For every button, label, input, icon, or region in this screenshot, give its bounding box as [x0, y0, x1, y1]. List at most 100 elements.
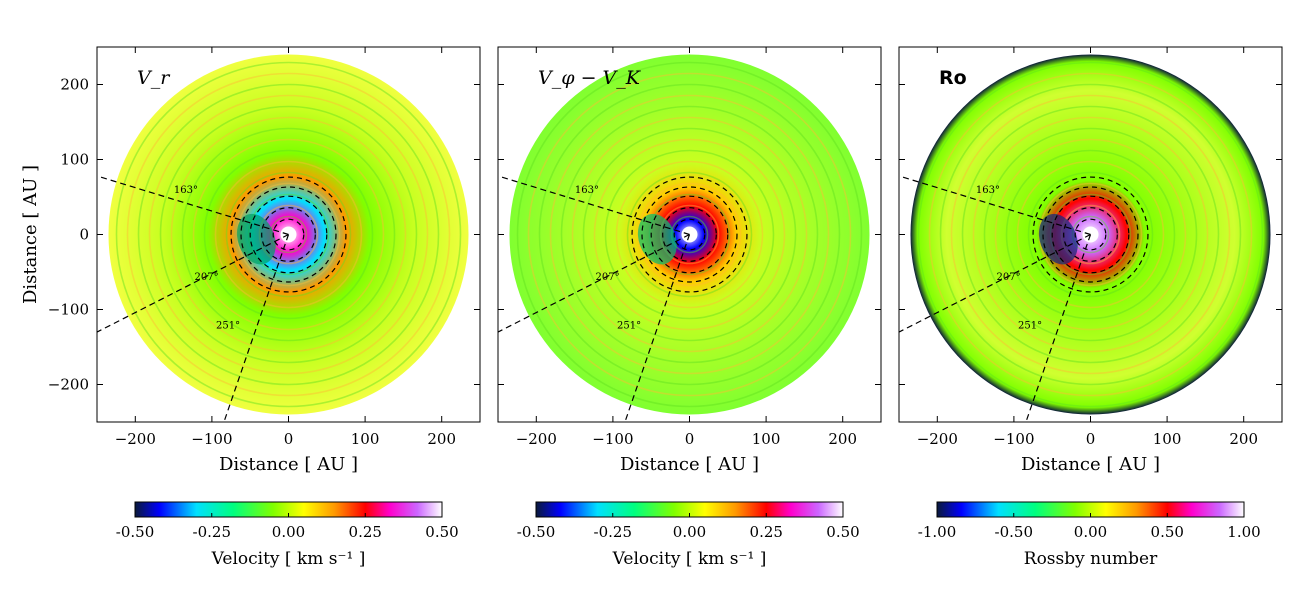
angle-line: [223, 234, 290, 422]
ring-texture: [181, 127, 396, 342]
angle-label: 207°: [596, 272, 620, 283]
ring-texture: [203, 149, 374, 320]
ring-texture: [917, 61, 1264, 408]
colorbar-tick-label: 0.25: [750, 523, 783, 541]
y-tick-label: −100: [48, 301, 89, 319]
colorbar-tick-label: 0.50: [425, 523, 458, 541]
ring-texture: [159, 105, 418, 364]
x-tick-label: 100: [752, 430, 781, 448]
colorbar-tick-label: 0.50: [1151, 523, 1184, 541]
angle-label: 163°: [174, 185, 198, 196]
x-tick-label: 100: [351, 430, 380, 448]
ring-texture: [560, 105, 819, 364]
x-tick-label: −200: [115, 430, 156, 448]
dashed-circle: [261, 207, 316, 262]
angle-line: [1025, 234, 1092, 422]
angle-label: 207°: [997, 272, 1021, 283]
x-tick-label: 100: [1153, 430, 1182, 448]
ring-texture: [939, 83, 1242, 386]
dashed-circle: [240, 186, 337, 283]
colorbar-tick-label: -0.50: [517, 523, 555, 541]
dashed-circle: [1051, 195, 1130, 274]
ring-texture: [214, 160, 363, 309]
dashed-circle: [1032, 176, 1149, 293]
ring-texture: [549, 94, 830, 375]
colorbar-tick-label: 0.00: [673, 523, 706, 541]
colorbar-tick-label: -0.25: [594, 523, 632, 541]
angle-line: [498, 233, 690, 333]
angle-label: 207°: [195, 272, 219, 283]
ring-texture: [516, 61, 863, 408]
x-tick-label: 200: [427, 430, 456, 448]
ring-texture: [604, 149, 775, 320]
colorbar-tick-label: -0.25: [193, 523, 231, 541]
ring-texture: [1027, 171, 1154, 298]
ring-texture: [961, 105, 1220, 364]
ring-texture: [538, 83, 841, 386]
x-tick-label: −100: [191, 430, 232, 448]
ring-texture: [582, 127, 797, 342]
ring-texture: [972, 116, 1209, 353]
panel-1: 163° 207° 251° −200 −100 0 100 200 200 100 0 −100 −2…: [48, 46, 481, 569]
ring-texture: [148, 94, 429, 375]
angle-label: 251°: [216, 321, 240, 332]
dashed-circle: [1074, 218, 1107, 251]
dashed-circle: [641, 186, 738, 283]
x-tick-label: −100: [993, 430, 1034, 448]
dashed-circle: [272, 218, 305, 251]
ring-texture: [126, 72, 451, 397]
ring-texture: [626, 171, 753, 298]
dashed-circle: [1063, 207, 1118, 262]
y-tick-label: −200: [48, 376, 89, 394]
dashed-circle: [249, 195, 328, 274]
colorbar-tick-label: -1.00: [918, 523, 956, 541]
x-tick-label: 200: [828, 430, 857, 448]
ring-texture: [225, 171, 352, 298]
x-axis-label: Distance [ AU ]: [620, 454, 759, 475]
angle-line: [624, 234, 691, 422]
x-axis-label: Distance [ AU ]: [219, 454, 358, 475]
x-tick-label: −100: [592, 430, 633, 448]
colorbar-tick-label: 0.00: [272, 523, 305, 541]
ring-texture: [928, 72, 1253, 397]
ring-texture: [170, 116, 407, 353]
ring-texture: [192, 138, 385, 331]
x-tick-label: 0: [1086, 430, 1096, 448]
angle-label: 251°: [1018, 321, 1042, 332]
colorbar-tick-label: 0.00: [1074, 523, 1107, 541]
ring-texture: [950, 94, 1231, 375]
angle-line: [899, 233, 1091, 333]
dashed-circle: [650, 195, 729, 274]
x-tick-label: 200: [1229, 430, 1258, 448]
panel-title: Ro: [939, 67, 967, 89]
colorbar-label: Velocity [ km s⁻¹ ]: [211, 549, 366, 569]
dashed-circle: [631, 176, 748, 293]
plot-area: 163° 207° 251°: [498, 54, 870, 422]
ring-texture: [527, 72, 852, 397]
colorbar-label: Velocity [ km s⁻¹ ]: [612, 549, 767, 569]
panel-title: V_φ − V_K: [538, 67, 642, 89]
colorbar-tick-label: 0.25: [349, 523, 382, 541]
vortex-feature: [1038, 213, 1078, 265]
x-tick-label: −200: [516, 430, 557, 448]
x-tick-label: 0: [284, 430, 294, 448]
colorbar-tick-label: 0.50: [826, 523, 859, 541]
vortex-feature: [637, 213, 677, 265]
ring-texture: [115, 61, 462, 408]
x-axis-label: Distance [ AU ]: [1021, 454, 1160, 475]
dashed-circle: [230, 176, 347, 293]
ring-texture: [983, 127, 1198, 342]
ring-texture: [137, 83, 440, 386]
y-tick-label: 200: [60, 76, 89, 94]
plot-area: 163° 207° 251°: [899, 54, 1271, 422]
y-tick-label: 0: [79, 226, 89, 244]
colorbar-label: Rossby number: [1024, 549, 1158, 569]
ring-texture: [593, 138, 786, 331]
angle-label: 163°: [976, 185, 1000, 196]
dashed-circle: [662, 207, 717, 262]
y-axis-label: Distance [ AU ]: [20, 165, 41, 304]
colorbar-tick-label: -0.50: [995, 523, 1033, 541]
x-tick-label: −200: [917, 430, 958, 448]
angle-line: [97, 175, 289, 236]
